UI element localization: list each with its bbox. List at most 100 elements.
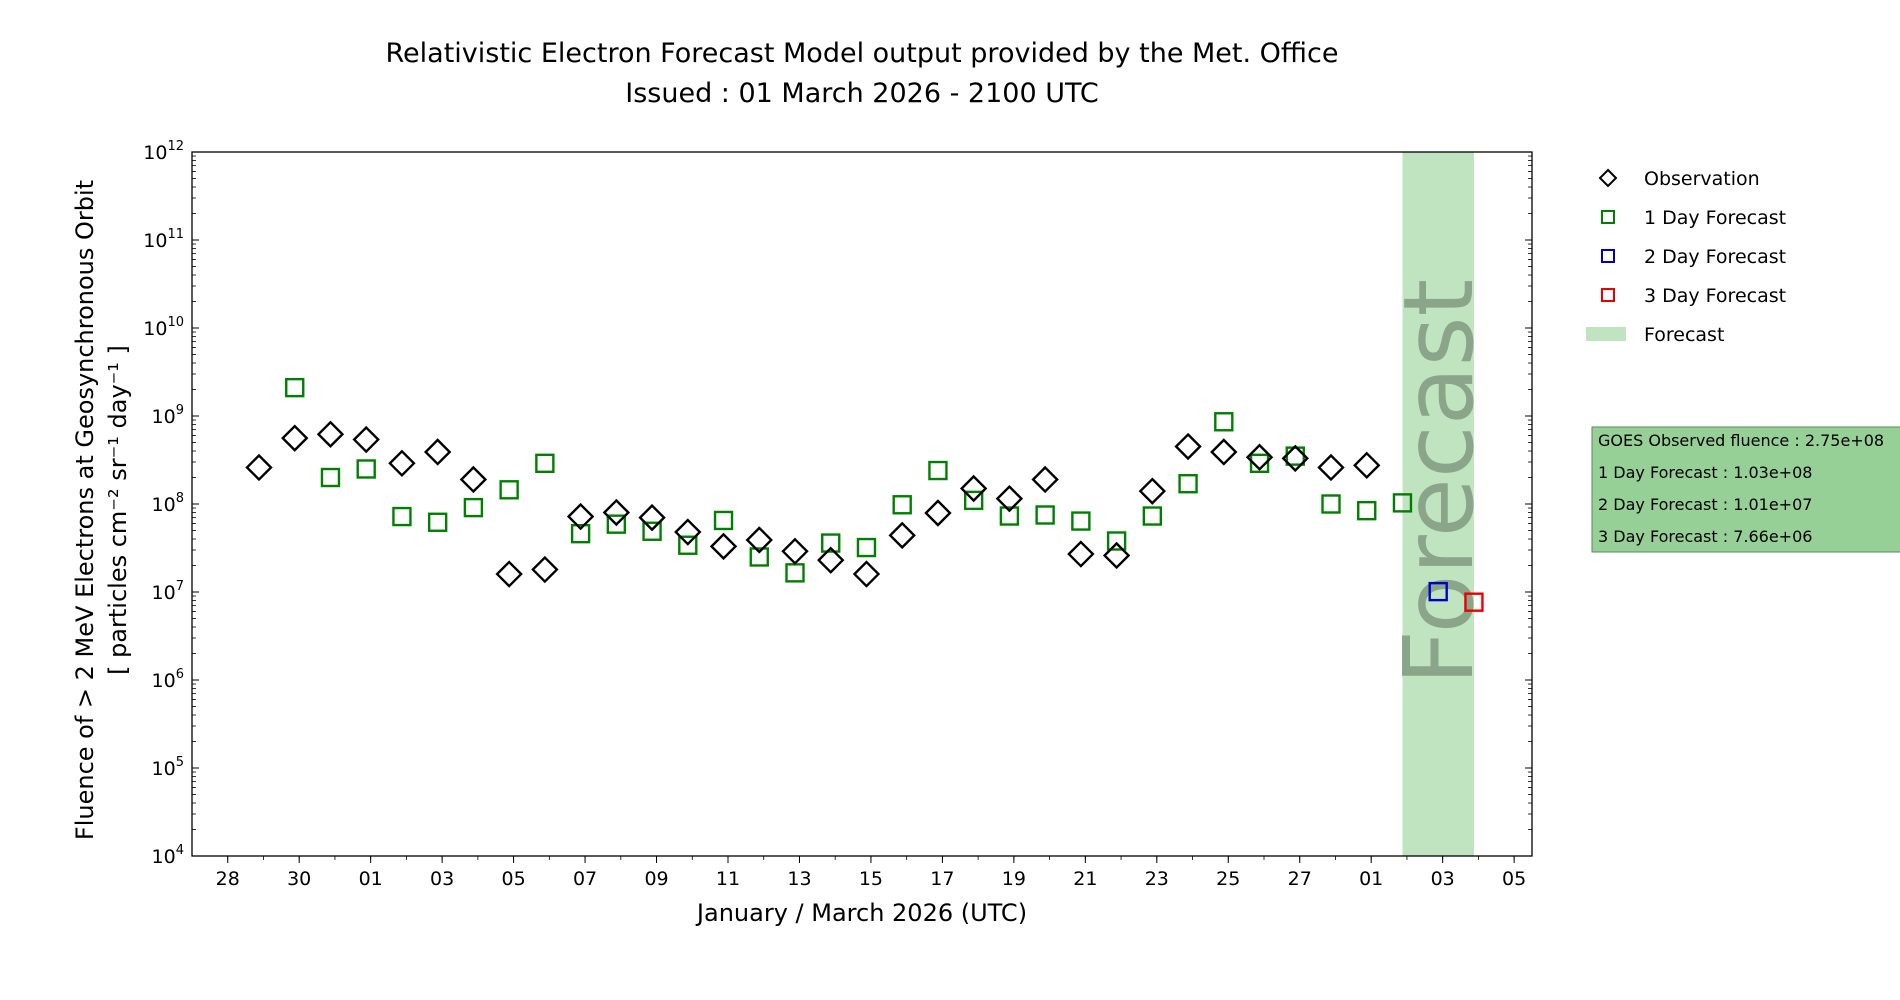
legend-2-day-forecast-swatch — [1601, 249, 1615, 263]
legend-3-day-forecast-label: 3 Day Forecast — [1644, 285, 1786, 307]
observation-marker — [674, 518, 702, 546]
1-day-forecast-marker — [285, 377, 305, 398]
x-tick-label: 11 — [716, 868, 740, 890]
legend-3-day-forecast-swatch — [1601, 288, 1615, 302]
x-tick-label: 23 — [1145, 868, 1169, 890]
x-tick-label: 17 — [930, 868, 954, 890]
y-axis-ticks: 104 105 106 107 108 109 1010 1011 1012 — [143, 139, 1532, 868]
1-day-forecast-marker — [499, 480, 519, 500]
x-tick-label: 03 — [1431, 868, 1455, 890]
observation-marker — [495, 560, 523, 588]
observation-marker — [531, 555, 559, 584]
chart-subtitle: Issued : 01 March 2026 - 2100 UTC — [625, 78, 1099, 109]
observation-marker — [852, 560, 881, 588]
legend-1-day-forecast-swatch — [1601, 210, 1615, 224]
1-day-forecast-marker — [1142, 506, 1163, 526]
observation-marker — [566, 502, 595, 531]
1-day-forecast-marker — [1035, 505, 1055, 525]
observation-marker — [1174, 432, 1202, 461]
observation-marker — [1138, 477, 1167, 505]
1-day-forecast-marker — [642, 521, 662, 541]
observation-marker — [602, 498, 631, 527]
x-tick-label: 01 — [1359, 868, 1383, 890]
summary-box-background — [1591, 426, 1900, 553]
1-day-forecast-marker — [963, 490, 984, 511]
x-tick-label: 25 — [1216, 868, 1240, 890]
1-day-forecast-marker — [749, 547, 769, 567]
2-day-forecast-marker — [1428, 581, 1448, 602]
observation-marker — [459, 465, 488, 494]
y-tick-label: 104 — [152, 843, 184, 868]
observation-marker — [281, 424, 309, 452]
x-tick-label: 05 — [502, 868, 526, 890]
observation-marker — [316, 420, 345, 448]
observation-marker — [1281, 444, 1309, 473]
x-tick-label: 13 — [787, 868, 811, 890]
observation-marker — [1031, 465, 1059, 494]
forecast-watermark: Forecast — [1383, 279, 1495, 685]
legend-1-day-forecast-label: 1 Day Forecast — [1644, 207, 1786, 229]
x-tick-label: 19 — [1002, 868, 1026, 890]
forecast-region-band — [1402, 152, 1474, 856]
x-tick-label: 27 — [1288, 868, 1312, 890]
1-day-forecast-marker — [785, 563, 805, 583]
chart-legend: Observation 1 Day Forecast 2 Day Forecast 3… — [1586, 168, 1786, 346]
observation-marker — [1210, 438, 1238, 466]
observation-marker — [924, 499, 952, 527]
1-day-forecast-marker — [713, 510, 734, 531]
legend-observation-label: Observation — [1644, 168, 1760, 190]
y-tick-label: 1012 — [143, 139, 184, 164]
observation-marker — [638, 503, 666, 532]
x-axis-ticks: 28 30 01 03 05 07 09 11 13 15 17 19 21 23 25 27 01 03 05 — [216, 856, 1526, 890]
3-day-forecast-marker — [1464, 592, 1484, 612]
observation-marker — [1353, 451, 1381, 480]
y-axis-label-line1: Fluence of > 2 MeV Electrons at Geosynch… — [71, 180, 99, 840]
y-tick-label: 106 — [152, 667, 184, 692]
1-day-forecast-marker — [999, 506, 1020, 526]
1-day-forecast-marker — [463, 497, 484, 518]
1-day-forecast-marker — [535, 453, 555, 474]
observation-marker — [959, 474, 988, 503]
1-day-forecast-marker — [1357, 500, 1377, 521]
summary-3-day-forecast: 3 Day Forecast : 7.66e+06 — [1598, 527, 1812, 546]
x-tick-label: 21 — [1073, 868, 1097, 890]
observation-marker — [781, 537, 809, 566]
data-markers — [245, 377, 1484, 612]
1-day-forecast-marker — [570, 523, 591, 544]
1-day-forecast-marker — [1071, 511, 1091, 531]
1-day-forecast-marker — [356, 459, 376, 479]
legend-forecast-label: Forecast — [1644, 324, 1724, 346]
observation-marker — [352, 425, 380, 454]
observation-marker — [1245, 443, 1274, 471]
observation-marker — [817, 546, 845, 574]
x-tick-label: 28 — [216, 868, 240, 890]
x-tick-label: 15 — [859, 868, 883, 890]
legend-observation-swatch — [1598, 168, 1618, 188]
y-axis-label-line2: [ particles cm⁻² sr⁻¹ day⁻¹ ] — [104, 345, 132, 675]
1-day-forecast-marker — [678, 535, 698, 555]
1-day-forecast-marker — [606, 514, 627, 534]
plot-area-frame — [191, 151, 1533, 857]
observation-marker — [1067, 540, 1095, 568]
1-day-forecast-marker — [392, 506, 412, 527]
y-tick-label: 105 — [152, 755, 184, 780]
1-day-forecast-marker — [1392, 493, 1413, 513]
y-tick-label: 109 — [152, 403, 184, 428]
forecast-summary-box: GOES Observed fluence : 2.75e+08 1 Day F… — [1591, 426, 1900, 553]
observation-marker — [1317, 453, 1345, 482]
observation-marker — [423, 438, 452, 466]
1-day-forecast-marker — [856, 537, 877, 558]
1-day-forecast-marker — [1249, 453, 1270, 474]
y-tick-label: 107 — [152, 579, 184, 604]
y-tick-label: 1010 — [143, 315, 184, 340]
1-day-forecast-marker — [1106, 531, 1127, 551]
1-day-forecast-marker — [320, 467, 341, 488]
summary-observed-fluence: GOES Observed fluence : 2.75e+08 — [1598, 431, 1884, 450]
1-day-forecast-marker — [1178, 474, 1198, 494]
x-tick-label: 09 — [644, 868, 668, 890]
observation-marker — [745, 526, 773, 554]
summary-2-day-forecast: 2 Day Forecast : 1.01e+07 — [1598, 495, 1812, 514]
y-tick-label: 1011 — [143, 227, 184, 252]
1-day-forecast-marker — [928, 460, 948, 481]
